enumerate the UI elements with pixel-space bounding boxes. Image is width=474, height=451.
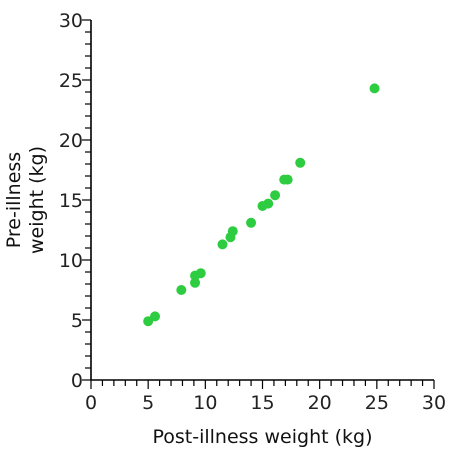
data-points (143, 83, 380, 327)
x-tick-label: 15 (250, 392, 274, 414)
y-axis-ticks: 0 5 10 15 20 25 30 (59, 10, 91, 392)
data-point (282, 174, 293, 185)
x-tick-label: 25 (365, 392, 389, 414)
y-tick-label: 5 (71, 310, 83, 332)
data-point (150, 311, 161, 322)
y-tick-label: 10 (59, 250, 83, 272)
data-point (270, 190, 281, 201)
x-tick-label: 30 (422, 392, 446, 414)
x-tick-label: 20 (308, 392, 332, 414)
y-axis-label-line-2: weight (kg) (26, 146, 48, 254)
x-tick-label: 10 (193, 392, 217, 414)
data-point (190, 277, 201, 288)
x-axis-ticks: 0 5 10 15 20 25 30 (85, 380, 446, 414)
x-tick-label: 0 (85, 392, 97, 414)
data-point (227, 226, 238, 237)
data-point (195, 268, 206, 279)
data-point (369, 83, 380, 94)
y-axis-label-line-1: Pre-illness (3, 152, 25, 248)
y-tick-label: 15 (59, 190, 83, 212)
data-point (246, 217, 257, 228)
y-tick-label: 25 (59, 70, 83, 92)
data-point (176, 285, 187, 295)
x-tick-label: 5 (142, 392, 154, 414)
y-tick-label: 30 (59, 10, 83, 32)
x-axis-label: Post-illness weight (kg) (152, 426, 372, 448)
data-point (263, 198, 274, 209)
data-point (217, 239, 228, 250)
y-axis-label: Pre-illness weight (kg) (3, 146, 48, 254)
y-tick-label: 20 (59, 130, 83, 152)
y-tick-label: 0 (71, 370, 83, 392)
data-point (295, 157, 306, 168)
